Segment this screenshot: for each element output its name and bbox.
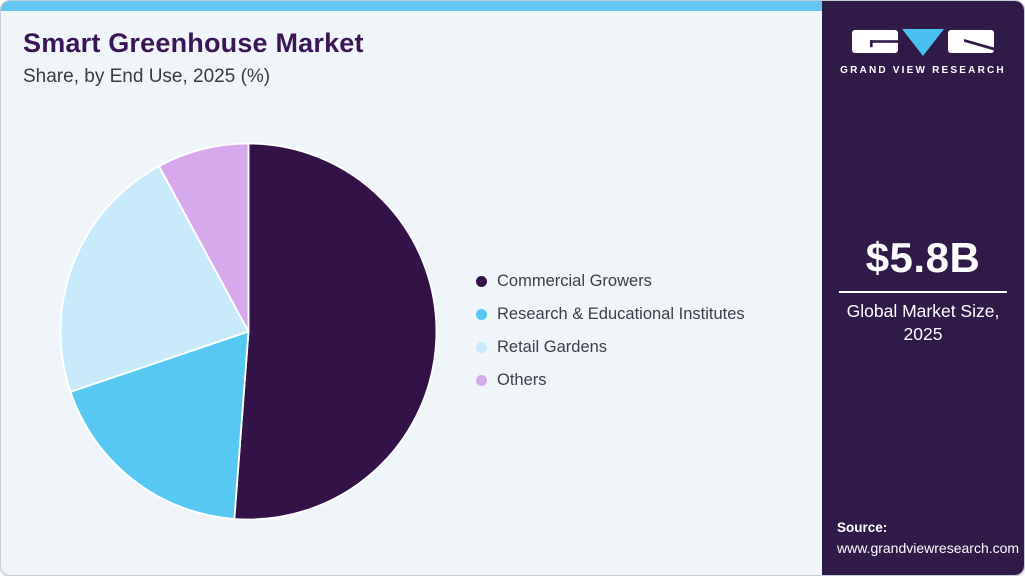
legend-item-commercial-growers: Commercial Growers — [476, 265, 745, 298]
gvr-logo-icon — [852, 29, 994, 56]
legend-swatch — [476, 342, 487, 353]
gvr-logo-text: GRAND VIEW RESEARCH — [840, 65, 1006, 76]
pie-chart-container — [58, 141, 439, 522]
market-size-value: $5.8B — [865, 234, 981, 281]
legend-label: Others — [497, 371, 547, 389]
brand-panel: GRAND VIEW RESEARCH $5.8B Global Market … — [822, 1, 1024, 575]
pie-chart — [59, 142, 438, 521]
page-title: Smart Greenhouse Market — [23, 28, 364, 58]
legend-label: Retail Gardens — [497, 338, 608, 356]
pie-slice-3 — [59, 165, 250, 393]
page-subtitle: Share, by End Use, 2025 (%) — [23, 66, 271, 87]
legend-swatch — [476, 309, 487, 320]
pie-slice-2 — [69, 330, 250, 520]
pie-slice-4 — [158, 142, 250, 333]
legend-item-research-educational: Research & Educational Institutes — [476, 298, 745, 331]
header: Smart Greenhouse Market Share, by End Us… — [23, 28, 364, 88]
gvr-logo-block: GRAND VIEW RESEARCH — [822, 28, 1024, 76]
market-size-label: Global Market Size, 2025 — [846, 301, 1000, 345]
market-size-block: $5.8B Global Market Size, 2025 — [822, 234, 1024, 346]
legend-label: Research & Educational Institutes — [497, 305, 745, 323]
legend-item-others: Others — [476, 364, 745, 397]
divider-line — [839, 291, 1007, 293]
source-block: Source: www.grandviewresearch.com — [837, 518, 1019, 558]
chart-legend: Commercial Growers Research & Educationa… — [476, 265, 745, 397]
legend-item-retail-gardens: Retail Gardens — [476, 331, 745, 364]
pie-slice-1 — [233, 142, 438, 521]
legend-swatch — [476, 375, 487, 386]
source-url-link[interactable]: www.grandviewresearch.com — [837, 539, 1020, 556]
source-label: Source: — [837, 520, 888, 536]
legend-swatch — [476, 276, 487, 287]
top-accent-bar — [1, 1, 823, 11]
legend-label: Commercial Growers — [497, 272, 652, 290]
